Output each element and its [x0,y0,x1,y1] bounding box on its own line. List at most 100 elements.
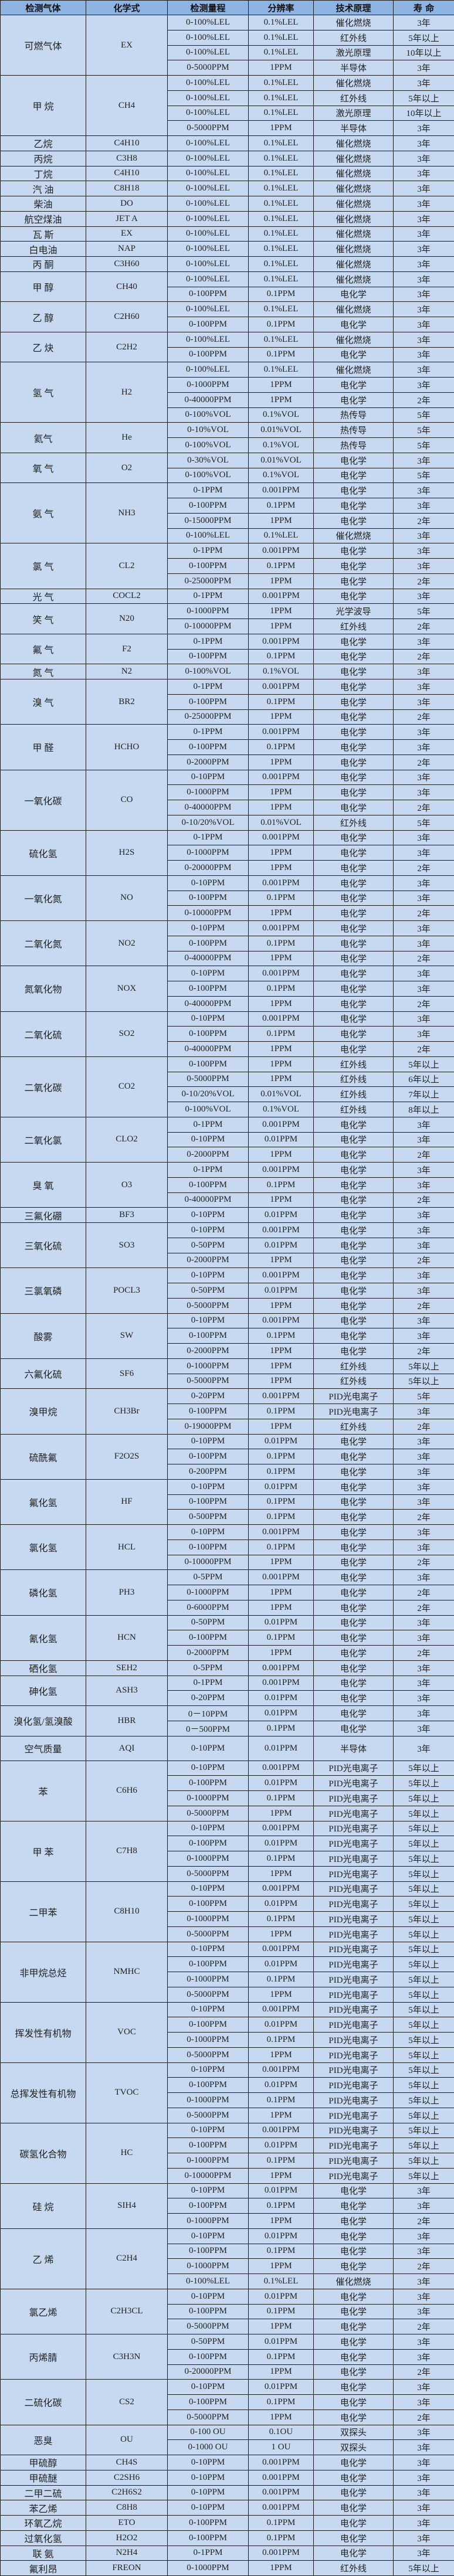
tech-cell: 电化学 [313,588,394,604]
gas-name-cell: 氨 气 [0,482,86,544]
table-row: 瓦 斯 EX 0-100%LEL 0.1%LEL 催化燃烧 3年 [0,226,454,242]
range-cell: 0-100PPM [167,1775,249,1791]
resolution-cell: 0.1PPM [248,2394,314,2410]
formula-cell: C2H2 [86,331,168,363]
resolution-cell: 0.1PPM [248,2530,314,2546]
resolution-cell: 1PPM [248,1297,314,1314]
resolution-cell: 0.1PPM [248,981,314,997]
table-row: 0-2000PPM 1PPM 电化学 2年 [1,1252,454,1269]
life-cell: 3年 [393,633,454,650]
resolution-cell: 1PPM [248,2319,314,2334]
tech-cell: 双探头 [313,2439,394,2455]
life-cell: 2年 [393,905,454,921]
life-cell: 3年 [393,1660,454,1676]
life-cell: 3年 [393,301,454,317]
resolution-cell: 0.1%LEL [248,226,314,242]
range-cell: 0-100%LEL [167,45,249,61]
resolution-cell: 1PPM [248,1041,314,1057]
range-cell: 0-100PPM [167,346,249,363]
range-cell: 0-1000 OU [167,2439,249,2455]
range-cell: 0-100PPM [167,1026,249,1042]
table-row: 0-5000PPM 1PPM 半导体 3年 [1,120,454,136]
life-cell: 3年 [393,830,454,846]
tech-cell: 电化学 [313,2258,394,2274]
gas-name-cell: 柴油 [0,196,86,212]
formula-cell: CH3Br [86,1388,168,1435]
life-cell: 3年 [393,241,454,257]
formula-cell: SO3 [86,1222,168,1269]
tech-cell: 电化学 [313,2303,394,2320]
gas-name-cell: 甲 烷 [0,75,86,136]
gas-name-cell: 光 气 [0,588,86,604]
resolution-cell: 1PPM [248,2364,314,2380]
resolution-cell: 0.001PPM [248,1267,314,1283]
range-cell: 0-1000PPM [167,1358,249,1374]
tech-cell: 电化学 [313,1313,394,1329]
tech-cell: PID光电离子 [313,2047,394,2063]
range-cell: 0-10PPM [167,2288,249,2305]
resolution-cell: 0.1%LEL [248,301,314,317]
range-cell: 0-100%LEL [167,90,249,106]
gas-name-cell: 汽 油 [0,181,86,196]
resolution-cell: 0.1PPM [248,1911,314,1927]
range-cell: 0-1PPM [167,1116,249,1133]
gas-name-cell: 瓦 斯 [0,226,86,242]
range-cell: 0-40000PPM [167,1192,249,1208]
life-cell: 5年以上 [393,2122,454,2139]
resolution-cell: 0.1PPM [248,1630,314,1646]
tech-cell: 电化学 [313,1675,394,1691]
formula-cell: CO2 [86,1056,168,1117]
range-cell: 0-20000PPM [167,2364,249,2380]
table-row: 硫酰氟 F2O2S 0-10PPM 0.01PPM 电化学 3年 [0,1433,454,1480]
formula-cell: CO [86,769,168,831]
resolution-cell: 0.1%LEL [248,75,314,91]
resolution-cell: 1PPM [248,1585,314,1600]
resolution-cell: 1PPM [248,995,314,1012]
resolution-cell: 0.1PPM [248,648,314,665]
resolution-cell: 1PPM [248,1865,314,1882]
resolution-cell: 0.1%LEL [248,181,314,196]
resolution-cell: 0.01PPM [248,1615,314,1631]
gas-name-cell: 溴化氢/氢溴酸 [0,1705,86,1736]
resolution-cell: 0.1PPM [248,1026,314,1042]
range-cell: 0-2000PPM [167,1252,249,1269]
gas-name-cell: 氰化氢 [0,1615,86,1661]
tech-cell: 催化燃烧 [313,165,394,182]
range-cell: 0-100PPM [167,890,249,906]
tech-cell: 催化燃烧 [313,301,394,317]
formula-cell: F2 [86,633,168,665]
table-row: 0-100%LEL 0.1%LEL 红外线 5年以上 [1,29,454,46]
life-cell: 3年 [393,679,454,695]
tech-cell: 电化学 [313,905,394,921]
life-cell: 3年 [393,15,454,30]
resolution-cell: 1PPM [248,905,314,921]
tech-cell: 半导体 [313,60,394,76]
tech-cell: PID光电离子 [313,1403,394,1419]
range-cell: 0-100PPM [167,317,249,332]
life-cell: 3年 [393,769,454,786]
tech-cell: PID光电离子 [313,1805,394,1821]
life-cell: 3年 [393,2545,454,2561]
table-row: 甲硫醇 CH4S 0-10PPM 0.001PPM 电化学 3年 [0,2455,454,2470]
life-cell: 3年 [393,981,454,997]
range-cell: 0-1000PPM [167,784,249,800]
resolution-cell: 1PPM [248,1252,314,1269]
life-cell: 5年以上 [393,1790,454,1806]
resolution-cell: 0.001PPM [248,1820,314,1837]
range-cell: 0-40000PPM [167,800,249,815]
resolution-cell: 1PPM [248,1418,314,1435]
life-cell: 5年以上 [393,2107,454,2123]
range-cell: 0-10PPM [167,1222,249,1238]
range-cell: 0-1000PPM [167,2213,249,2229]
gas-name-cell: 笑 气 [0,603,86,634]
life-cell: 3年 [393,256,454,272]
resolution-cell: 1PPM [248,709,314,725]
life-cell: 5年以上 [393,1373,454,1389]
resolution-cell: 0.001PPM [248,679,314,695]
tech-cell: 电化学 [313,1539,394,1555]
gas-name-cell: 二甲苯 [0,1881,86,1942]
life-cell: 2年 [393,2258,454,2274]
tech-cell: PID光电离子 [313,1986,394,2003]
table-row: 0-5000PPM 1PPM PID光电离子 5年以上 [1,1865,454,1882]
tech-cell: 催化燃烧 [313,528,394,544]
